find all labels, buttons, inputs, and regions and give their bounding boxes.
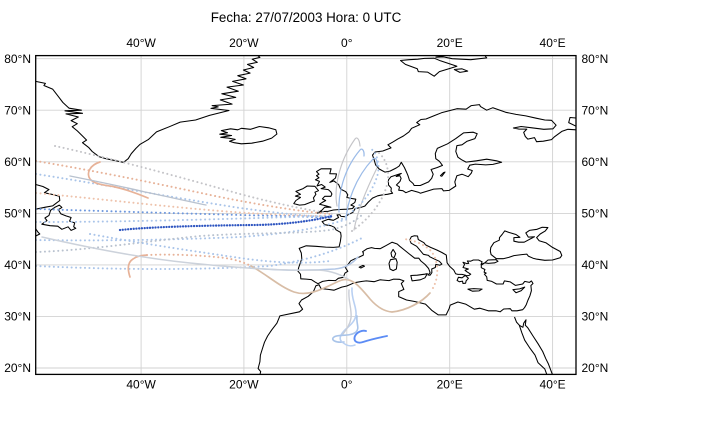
svg-text:0°: 0°: [341, 377, 353, 391]
svg-text:20°E: 20°E: [437, 36, 463, 50]
svg-text:30°N: 30°N: [4, 310, 31, 324]
svg-text:80°N: 80°N: [4, 52, 31, 66]
svg-text:50°N: 50°N: [582, 207, 609, 221]
svg-text:20°N: 20°N: [4, 361, 31, 375]
svg-text:70°N: 70°N: [582, 103, 609, 117]
svg-text:40°E: 40°E: [540, 377, 566, 391]
svg-text:0°: 0°: [341, 36, 353, 50]
svg-text:20°N: 20°N: [582, 361, 609, 375]
svg-text:60°N: 60°N: [582, 155, 609, 169]
svg-text:20°E: 20°E: [437, 377, 463, 391]
svg-text:Fecha: 27/07/2003 Hora: 0 UTC: Fecha: 27/07/2003 Hora: 0 UTC: [211, 10, 402, 25]
svg-text:70°N: 70°N: [4, 103, 31, 117]
svg-text:20°W: 20°W: [229, 377, 259, 391]
svg-text:50°N: 50°N: [4, 207, 31, 221]
svg-text:40°N: 40°N: [4, 258, 31, 272]
svg-text:20°W: 20°W: [229, 36, 259, 50]
svg-text:40°W: 40°W: [126, 377, 156, 391]
svg-text:40°N: 40°N: [582, 258, 609, 272]
svg-text:30°N: 30°N: [582, 310, 609, 324]
svg-text:80°N: 80°N: [582, 52, 609, 66]
svg-text:40°E: 40°E: [540, 36, 566, 50]
svg-text:60°N: 60°N: [4, 155, 31, 169]
svg-text:40°W: 40°W: [126, 36, 156, 50]
